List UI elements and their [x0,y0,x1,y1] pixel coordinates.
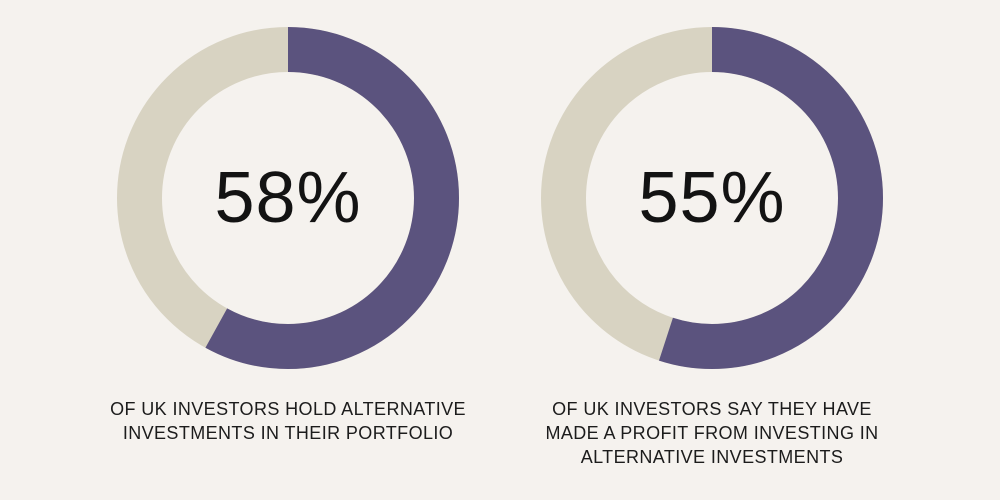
donut-chart-profit: 55% [541,27,883,369]
donut-ring-svg [541,27,883,369]
donut-caption-holdings: OF UK INVESTORS HOLD ALTERNATIVE INVESTM… [110,399,466,443]
donut-percentage-label: 58% [214,158,362,238]
donut-ring-svg [117,27,459,369]
donut-caption-profit: OF UK INVESTORS SAY THEY HAVE MADE A PRO… [545,399,879,467]
donut-value-arc [541,27,883,369]
donut-chart-holdings: 58% [117,27,459,369]
donut-value-arc [117,27,459,369]
donut-percentage-label: 55% [638,158,786,238]
